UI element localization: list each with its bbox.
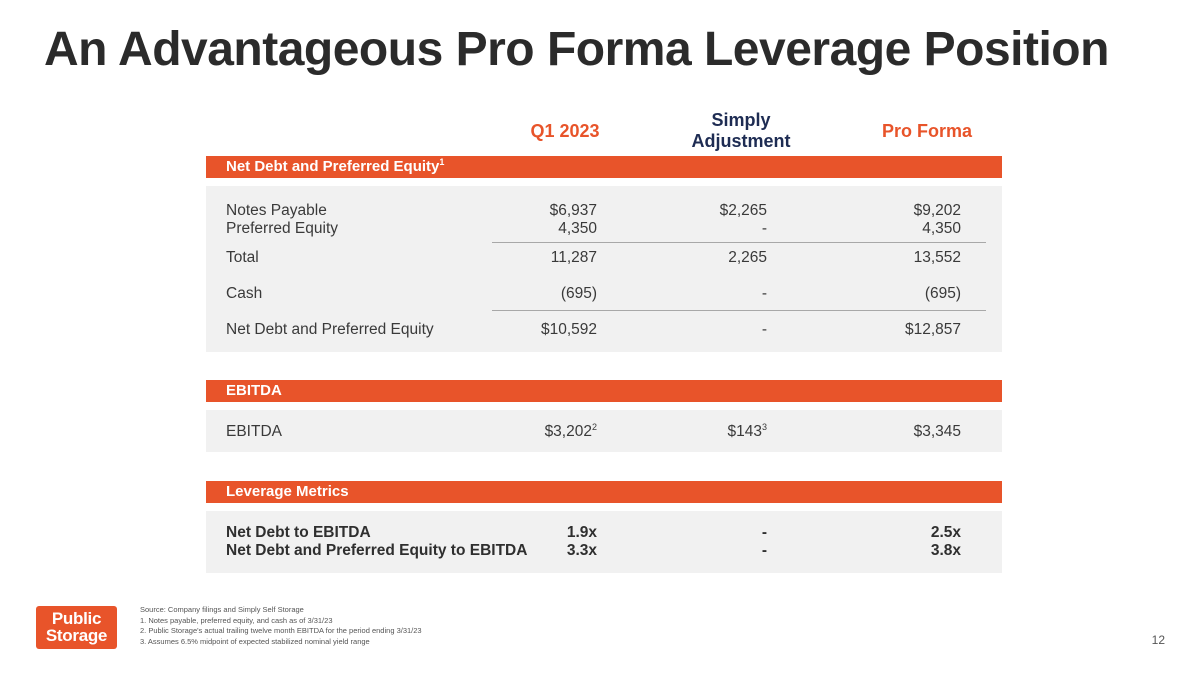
value-pro-forma: $3,345 [913,423,961,440]
value-q1: 11,287 [550,249,597,266]
value-q1: 4,350 [558,220,597,237]
value-pro-forma: 4,350 [922,220,961,237]
section-header-ebitda: EBITDA [206,380,1002,402]
table-row: Notes Payable $6,937 $2,265 $9,202 [206,201,1002,221]
logo-line2: Storage [45,626,108,645]
net-debt-panel: Notes Payable $6,937 $2,265 $9,202 Prefe… [206,186,1002,352]
row-label: Preferred Equity [226,220,338,237]
column-header-adjustment-line1: Simply [711,110,771,130]
row-label: Notes Payable [226,202,327,219]
table-row: EBITDA $3,2022 $1433 $3,345 [206,422,1002,442]
value-q1: $6,937 [549,202,597,219]
ebitda-panel: EBITDA $3,2022 $1433 $3,345 [206,410,1002,452]
value-adjustment: $2,265 [719,202,767,219]
footnote-marker: 3 [761,421,767,432]
column-header-q1-2023: Q1 2023 [530,121,600,141]
footnote-2: 2. Public Storage's actual trailing twel… [140,626,422,635]
footnote-1: 1. Notes payable, preferred equity, and … [140,615,333,625]
value-adjustment: - [761,542,767,559]
table-row: Cash (695) - (695) [206,284,1002,304]
value-adjustment: - [761,285,767,302]
value-adjustment: - [761,220,767,237]
value-pro-forma: 2.5x [930,524,961,541]
row-label: Total [226,249,259,266]
column-header-simply-adjustment: Simply Adjustment [671,110,811,152]
page-number: 12 [1151,633,1165,647]
footnote-source: Source: Company filings and Simply Self … [140,605,304,614]
row-label: Cash [226,285,263,302]
table-row: Total 11,287 2,265 13,552 [206,248,1002,268]
value-adjustment: - [761,524,767,541]
page-title: An Advantageous Pro Forma Leverage Posit… [44,23,1109,76]
public-storage-logo: Public Storage [36,606,117,649]
footnote-marker: 1 [439,157,445,167]
section-header-leverage: Leverage Metrics [206,481,1002,503]
section-header-net-debt-label: Net Debt and Preferred Equity [226,158,440,175]
value-q1: $3,2022 [477,422,597,442]
value-adjustment: $1433 [647,421,768,442]
table-row: Net Debt and Preferred Equity to EBITDA … [206,541,1002,561]
table-row: Net Debt to EBITDA 1.9x - 2.5x [206,523,1002,543]
value-pro-forma: $12,857 [904,321,961,338]
value-adjustment: - [761,321,767,338]
row-label: Net Debt to EBITDA [226,524,371,541]
value-q1: 1.9x [566,524,597,541]
value-adjustment: 2,265 [728,249,767,266]
section-header-net-debt: Net Debt and Preferred Equity1 [206,156,1002,178]
row-label: EBITDA [226,423,282,440]
value-q1: 3.3x [566,542,597,559]
value-pro-forma: 3.8x [930,542,961,559]
column-header-adjustment-line2: Adjustment [691,131,791,151]
value-adjustment-text: $143 [727,423,762,440]
value-pro-forma: 13,552 [913,249,961,266]
total-divider [492,310,986,311]
column-header-pro-forma: Pro Forma [881,121,973,141]
leverage-panel: Net Debt to EBITDA 1.9x - 2.5x Net Debt … [206,511,1002,573]
table-row: Net Debt and Preferred Equity $10,592 - … [206,320,1002,340]
subtotal-divider [492,242,986,243]
footnote-marker: 2 [591,421,597,432]
value-q1: (695) [560,285,597,302]
row-label: Net Debt and Preferred Equity to EBITDA [226,542,528,559]
footnotes: Source: Company filings and Simply Self … [140,605,422,647]
value-pro-forma: $9,202 [913,202,961,219]
value-q1: $10,592 [540,321,597,338]
logo-line1: Public [51,609,102,628]
value-pro-forma: (695) [924,285,961,302]
value-q1-text: $3,202 [544,423,592,440]
footnote-3: 3. Assumes 6.5% midpoint of expected sta… [140,636,370,646]
row-label: Net Debt and Preferred Equity [226,321,434,338]
table-row: Preferred Equity 4,350 - 4,350 [206,219,1002,239]
